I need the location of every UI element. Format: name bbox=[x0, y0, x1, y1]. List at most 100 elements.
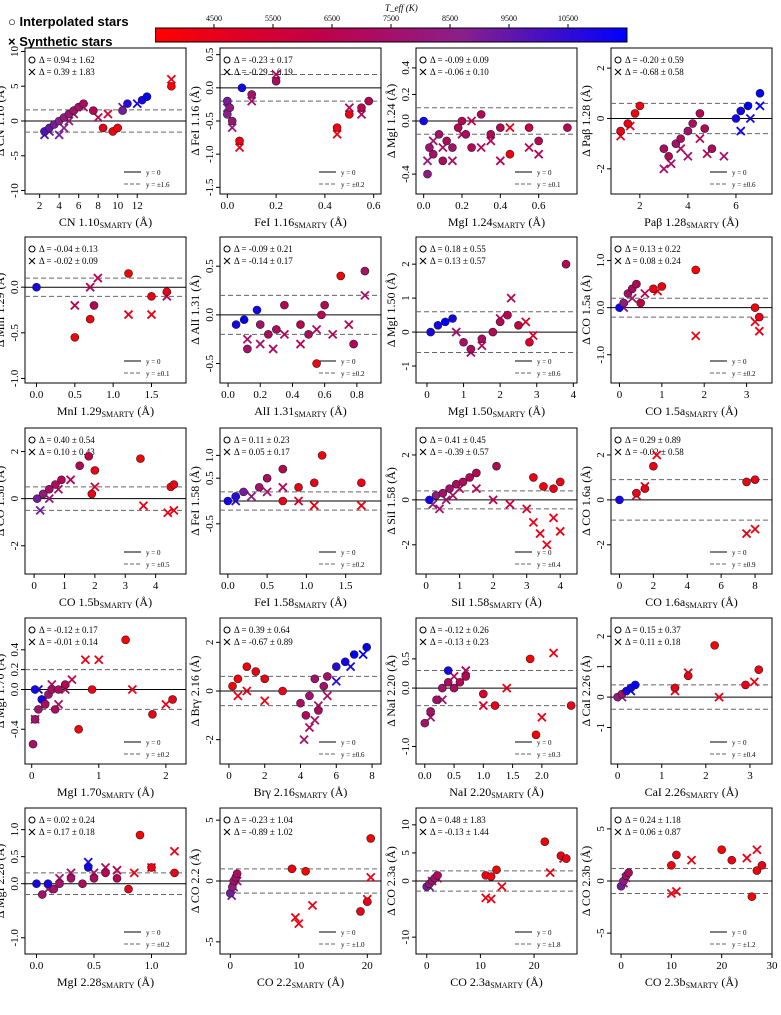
y-tick-label: 0.0 bbox=[595, 300, 607, 314]
x-tick-label: 1 bbox=[96, 770, 102, 782]
interpolated-point bbox=[85, 314, 95, 324]
y-tick-label: -5 bbox=[204, 937, 216, 947]
synthetic-point bbox=[477, 341, 487, 351]
synth-stat: Δ = -0.89 ± 1.02 bbox=[234, 827, 293, 837]
fit-legend-dashed-label: y = ±1.2 bbox=[732, 941, 756, 949]
y-tick-label: 2 bbox=[595, 65, 607, 71]
interpolated-point bbox=[170, 868, 179, 878]
synthetic-point bbox=[449, 671, 459, 682]
synthetic-point bbox=[671, 886, 682, 897]
interpolated-point bbox=[319, 681, 329, 691]
interpolated-point bbox=[438, 156, 448, 166]
legend: ○ Interpolated stars × Synthetic stars bbox=[8, 12, 129, 52]
y-tick-label: -0.5 bbox=[9, 324, 21, 342]
x-tick-label: 1.5 bbox=[339, 580, 353, 592]
stat-cross-icon bbox=[614, 257, 622, 265]
colorbar-tick-label: 4500 bbox=[206, 14, 222, 23]
interpolated-point bbox=[466, 344, 476, 354]
y-tick-label: 0 bbox=[595, 115, 607, 121]
interpolated-point bbox=[420, 718, 430, 728]
x-axis-label-unit: (Å) bbox=[327, 595, 347, 609]
synthetic-point bbox=[358, 649, 368, 660]
stat-cross-icon bbox=[223, 638, 231, 646]
fit-legend-solid-label: y = 0 bbox=[146, 358, 161, 366]
interpolated-point bbox=[657, 282, 667, 291]
interpolated-point bbox=[32, 879, 41, 889]
x-tick-label: 0 bbox=[615, 770, 621, 782]
interpolated-point bbox=[357, 478, 366, 488]
interpolated-point bbox=[227, 116, 237, 126]
interpolated-point bbox=[727, 855, 737, 865]
synthetic-point bbox=[535, 528, 545, 539]
interpolated-point bbox=[624, 868, 633, 877]
x-tick-label: 3 bbox=[747, 770, 753, 782]
colorbar-tick-label: 8500 bbox=[442, 14, 458, 23]
panel-frame bbox=[219, 236, 382, 384]
interpolated-point bbox=[118, 106, 127, 115]
interpolated-point bbox=[432, 695, 441, 705]
y-tick-label: 0 bbox=[400, 497, 412, 503]
x-axis-label-subscript: SMARTY bbox=[493, 221, 526, 230]
interpolated-point bbox=[649, 284, 658, 294]
x-axis-label-subscript: SMARTY bbox=[102, 791, 135, 800]
synthetic-point bbox=[486, 894, 496, 904]
fit-legend-solid-label: y = 0 bbox=[732, 929, 747, 937]
x-axis-label: SiI 1.58SMARTY (Å) bbox=[451, 595, 542, 610]
interpolated-point bbox=[260, 674, 270, 684]
interpolated-point bbox=[364, 96, 374, 106]
y-axis-label: Δ SiI 1.58 (Å) bbox=[384, 467, 398, 535]
interp-stat: Δ = 0.13 ± 0.22 bbox=[625, 244, 681, 254]
fit-legend-solid-label: y = 0 bbox=[341, 358, 356, 366]
x-axis-label: CO 2.2SMARTY (Å) bbox=[257, 975, 344, 990]
interpolated-point bbox=[434, 129, 444, 139]
synthetic-point bbox=[471, 484, 482, 494]
x-tick-label: 1 bbox=[457, 580, 463, 592]
stat-circle-icon bbox=[223, 56, 231, 64]
interpolated-point bbox=[310, 674, 320, 684]
x-axis-label-unit: (Å) bbox=[718, 404, 738, 418]
x-axis-label-unit: (Å) bbox=[327, 215, 347, 229]
x-tick-label: 20 bbox=[529, 960, 541, 972]
y-tick-label: 0.2 bbox=[9, 663, 21, 677]
interpolated-point bbox=[555, 477, 565, 487]
interpolated-point bbox=[667, 861, 676, 870]
x-axis-label: CaI 2.26SMARTY (Å) bbox=[645, 785, 739, 800]
interpolated-point bbox=[741, 680, 750, 690]
panel: 0 1 2 3 -1 0 1 2 CaI 2.26SMARTY (Å) Δ CaI 2.26 (Å… bbox=[579, 617, 773, 800]
interpolated-point bbox=[247, 90, 257, 99]
y-axis-label: Δ MnI 1.29 (Å) bbox=[0, 273, 7, 347]
x-tick-label: 4 bbox=[557, 580, 563, 592]
stat-circle-icon bbox=[28, 56, 36, 64]
synthetic-point bbox=[640, 288, 650, 299]
x-axis-label-subscript: SMARTY bbox=[102, 981, 135, 990]
synthetic-point bbox=[247, 96, 257, 106]
interpolated-point bbox=[630, 109, 640, 118]
x-tick-label: 20 bbox=[362, 960, 374, 972]
fit-legend-solid-label: y = 0 bbox=[732, 739, 747, 747]
interp-stat: Δ = -0.23 ± 0.17 bbox=[234, 55, 293, 65]
x-tick-label: 2 bbox=[37, 200, 43, 212]
synthetic-point bbox=[227, 123, 237, 133]
synthetic-point bbox=[742, 853, 752, 863]
fit-legend-dashed-label: y = ±0.1 bbox=[146, 370, 170, 378]
y-tick-label: -1.5 bbox=[204, 178, 216, 196]
y-tick-label: -1.0 bbox=[595, 346, 607, 364]
interpolated-point bbox=[670, 683, 680, 693]
interpolated-point bbox=[743, 101, 753, 111]
stat-circle-icon bbox=[419, 245, 427, 253]
y-tick-label: 5 bbox=[400, 850, 412, 856]
colorbar-ticks: 4500 5500 6500 7500 8500 9500 10500 bbox=[206, 14, 578, 28]
x-tick-label: 4 bbox=[571, 389, 577, 401]
synthetic-point bbox=[328, 329, 338, 339]
interpolated-point bbox=[142, 92, 152, 101]
synthetic-point bbox=[521, 317, 531, 327]
interpolated-point bbox=[539, 482, 548, 491]
x-tick-label: 0.6 bbox=[532, 200, 546, 212]
synth-stat: Δ = 0.10 ± 0.43 bbox=[39, 447, 95, 457]
x-axis-label-unit: (Å) bbox=[327, 404, 347, 418]
x-tick-label: 2 bbox=[701, 389, 707, 401]
synthetic-point bbox=[80, 655, 91, 665]
synthetic-point bbox=[719, 151, 729, 161]
x-tick-label: 0.0 bbox=[30, 389, 44, 401]
legend-interpolated: ○ Interpolated stars bbox=[8, 12, 129, 32]
